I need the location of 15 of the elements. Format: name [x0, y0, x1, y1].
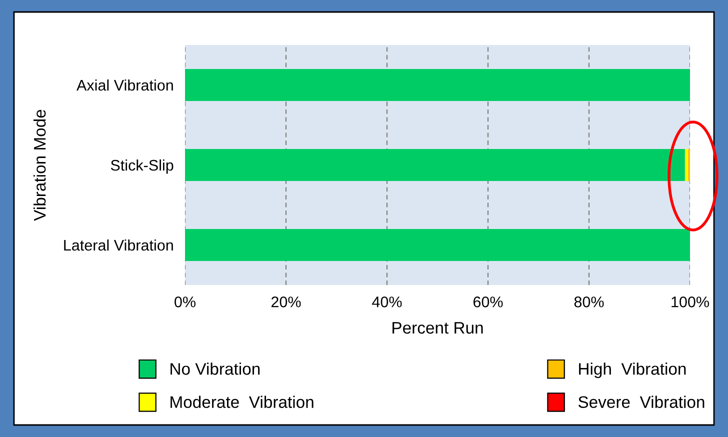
x-tick-label: 40%: [372, 296, 402, 308]
x-tick-label: 80%: [574, 296, 604, 308]
legend-label: Moderate Vibration: [170, 396, 314, 408]
legend-label: High Vibration: [579, 362, 686, 378]
x-tick-label: 0%: [174, 296, 196, 308]
x-tick-label: 100%: [672, 296, 709, 308]
y-axis-title: Vibration Mode: [33, 110, 46, 221]
y-tick-label: Lateral Vibration: [64, 239, 173, 251]
x-tick-label: 20%: [271, 296, 301, 308]
x-axis-title: Percent Run: [392, 322, 483, 334]
y-tick-label: Axial Vibration: [76, 79, 173, 91]
y-tick-label: Stick-Slip: [110, 159, 174, 174]
x-tick-label: 60%: [473, 296, 503, 308]
legend-label: No Vibration: [170, 362, 260, 375]
legend-label: Severe Vibration: [578, 396, 704, 408]
